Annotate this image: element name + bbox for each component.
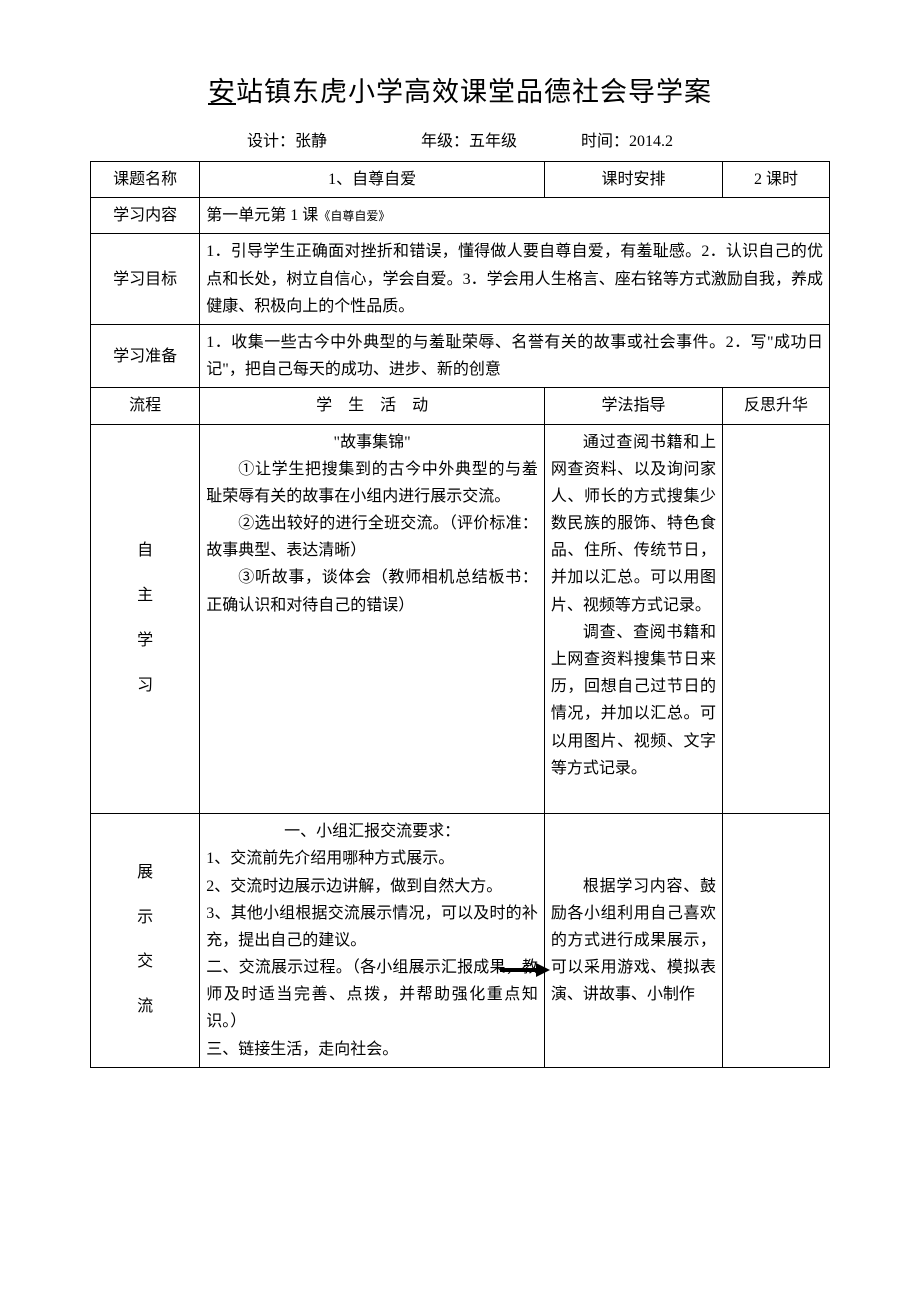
title-rest: 站镇东虎小学高效课堂品德社会导学案: [236, 77, 712, 107]
label-content: 学习内容: [91, 198, 200, 234]
label-schedule: 课时安排: [544, 162, 722, 198]
label-selfstudy: 自 主 学 习: [91, 424, 200, 814]
activity-showcase: 一、小组汇报交流要求： 1、交流前先介绍用哪种方式展示。 2、交流时边展示边讲解…: [200, 814, 545, 1068]
value-schedule: 2 课时: [723, 162, 830, 198]
value-prep: 1．收集一些古今中外典型的与羞耻荣辱、名誉有关的故事或社会事件。2．写"成功日记…: [200, 324, 830, 387]
label-topic: 课题名称: [91, 162, 200, 198]
value-goal: 1．引导学生正确面对挫折和错误，懂得做人要自尊自爱，有羞耻感。2．认识自己的优点…: [200, 234, 830, 325]
meta-designer: 设计：张静: [247, 127, 327, 151]
guide-showcase: 根据学习内容、鼓励各小组利用自己喜欢的方式进行成果展示，可以采用游戏、模拟表演、…: [544, 814, 722, 1068]
meta-time: 时间：2014.2: [581, 127, 673, 151]
value-topic: 1、自尊自爱: [200, 162, 545, 198]
arrow-icon: [500, 963, 550, 977]
row-goal: 学习目标 1．引导学生正确面对挫折和错误，懂得做人要自尊自爱，有羞耻感。2．认识…: [91, 234, 830, 325]
meta-grade: 年级：五年级: [421, 127, 517, 151]
value-content: 第一单元第 1 课《自尊自爱》: [200, 198, 830, 234]
hdr-flow: 流程: [91, 388, 200, 424]
page-title: 安站镇东虎小学高效课堂品德社会导学案: [90, 70, 830, 109]
row-content: 学习内容 第一单元第 1 课《自尊自爱》: [91, 198, 830, 234]
hdr-activity: 学 生 活 动: [200, 388, 545, 424]
row-prep: 学习准备 1．收集一些古今中外典型的与羞耻荣辱、名誉有关的故事或社会事件。2．写…: [91, 324, 830, 387]
hdr-guide: 学法指导: [544, 388, 722, 424]
label-goal: 学习目标: [91, 234, 200, 325]
label-showcase: 展 示 交 流: [91, 814, 200, 1068]
guide-selfstudy: 通过查阅书籍和上网查资料、以及询问家人、师长的方式搜集少数民族的服饰、特色食品、…: [544, 424, 722, 814]
reflect-showcase: [723, 814, 830, 1068]
lesson-table: 课题名称 1、自尊自爱 课时安排 2 课时 学习内容 第一单元第 1 课《自尊自…: [90, 161, 830, 1068]
meta-line: 设计：张静 年级：五年级 时间：2014.2: [90, 127, 830, 151]
row-topic: 课题名称 1、自尊自爱 课时安排 2 课时: [91, 162, 830, 198]
reflect-selfstudy: [723, 424, 830, 814]
title-underlined-char: 安: [208, 77, 236, 107]
row-subheader: 流程 学 生 活 动 学法指导 反思升华: [91, 388, 830, 424]
label-prep: 学习准备: [91, 324, 200, 387]
activity-selfstudy: "故事集锦" ①让学生把搜集到的古今中外典型的与羞耻荣辱有关的故事在小组内进行展…: [200, 424, 545, 814]
row-selfstudy: 自 主 学 习 "故事集锦" ①让学生把搜集到的古今中外典型的与羞耻荣辱有关的故…: [91, 424, 830, 814]
row-showcase: 展 示 交 流 一、小组汇报交流要求： 1、交流前先介绍用哪种方式展示。 2、交…: [91, 814, 830, 1068]
hdr-reflect: 反思升华: [723, 388, 830, 424]
